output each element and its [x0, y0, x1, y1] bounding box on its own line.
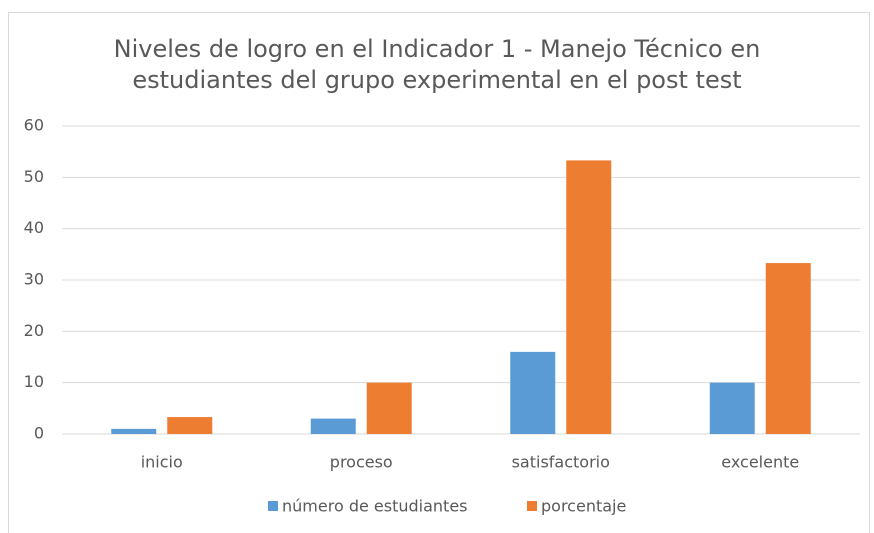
legend-swatch — [527, 501, 537, 511]
bar — [510, 351, 556, 434]
bar — [566, 160, 612, 435]
bar — [310, 418, 356, 434]
y-tick-label: 30 — [24, 270, 44, 289]
bar — [167, 417, 213, 434]
bar — [709, 382, 755, 434]
y-tick-label: 0 — [34, 424, 44, 443]
chart-title: Niveles de logro en el Indicador 1 - Man… — [113, 35, 761, 94]
legend-label: número de estudiantes — [282, 497, 468, 516]
y-tick-label: 60 — [24, 116, 44, 135]
x-tick-label: inicio — [141, 453, 183, 472]
x-tick-label: proceso — [330, 453, 393, 472]
bar — [111, 428, 157, 434]
legend-swatch — [268, 501, 278, 511]
y-tick-label: 20 — [24, 321, 44, 340]
bar — [366, 382, 412, 434]
y-tick-label: 40 — [24, 218, 44, 237]
x-tick-label: satisfactorio — [512, 453, 610, 472]
x-tick-label: excelente — [721, 453, 799, 472]
legend-label: porcentaje — [541, 497, 626, 516]
y-tick-label: 10 — [24, 372, 44, 391]
bar — [765, 263, 811, 434]
chart-border — [8, 12, 870, 533]
y-tick-label: 50 — [24, 167, 44, 186]
